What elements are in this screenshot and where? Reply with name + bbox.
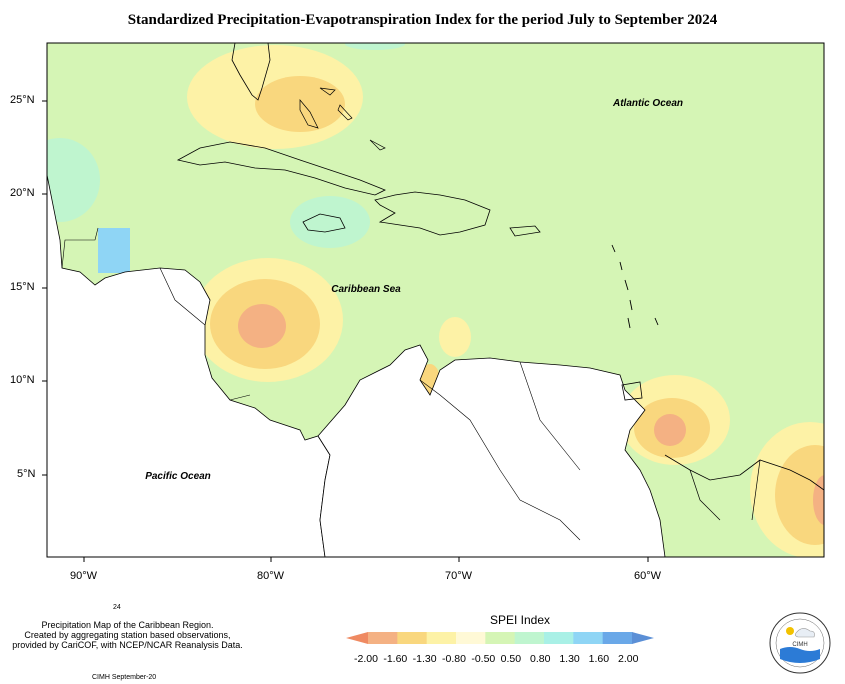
land-bahamas-island-2	[337, 104, 353, 121]
legend-title: SPEI Index	[489, 613, 551, 627]
dry-area-guyana-core	[654, 414, 686, 446]
map-frame	[46, 42, 825, 558]
land-puerto-rico	[509, 225, 541, 237]
label-atlantic-ocean: Atlantic Ocean	[612, 98, 683, 109]
legend-swatch	[544, 632, 574, 644]
legend-swatch	[602, 632, 633, 644]
lon-label-60w: 60°W	[634, 570, 662, 582]
lat-label-20n: 20°N	[10, 187, 35, 199]
legend-high-triangle	[632, 632, 654, 644]
legend-colorbar	[346, 632, 654, 644]
lon-ticks	[83, 557, 649, 562]
legend-tick-label: 1.60	[588, 653, 610, 665]
land-hispaniola	[374, 191, 491, 236]
land-lesser-antilles	[611, 244, 659, 329]
lon-label-90w: 90°W	[70, 570, 98, 582]
note-line-3: provided by CariCOF, with NCEP/NCAR Rean…	[12, 640, 243, 650]
legend-tick-label: -1.60	[383, 653, 408, 665]
land-guianas-coast	[664, 454, 824, 491]
dry-area-abc	[439, 317, 471, 357]
land-trinidad	[621, 381, 643, 401]
logo-text: CIMH	[792, 642, 807, 648]
land-south-america	[317, 344, 666, 557]
wet-area-belize	[98, 228, 130, 273]
legend-swatch	[368, 632, 398, 644]
border-guianas	[689, 459, 761, 521]
label-pacific-ocean: Pacific Ocean	[145, 471, 211, 482]
credit-text: CIMH September-20	[92, 674, 157, 681]
dry-area-nicaragua-core	[238, 304, 286, 348]
legend-tick-label: -0.80	[442, 653, 466, 665]
legend-low-triangle	[346, 632, 368, 644]
land-florida	[231, 43, 271, 101]
legend-tick-label: 0.80	[530, 653, 551, 665]
legend-swatch	[573, 632, 604, 644]
legend-tick-label: -1.30	[412, 653, 437, 665]
note-line-1: Precipitation Map of the Caribbean Regio…	[41, 620, 214, 630]
border-south-america	[419, 361, 581, 541]
legend-swatch	[485, 632, 516, 644]
lat-label-5n: 5°N	[17, 468, 36, 480]
cimh-logo: CIMH	[769, 612, 831, 674]
dry-area-guiana-core	[813, 475, 824, 525]
wet-area-west	[47, 138, 100, 222]
lon-label-80w: 80°W	[257, 570, 285, 582]
wet-area-jamaica	[290, 196, 370, 248]
legend-tick-label: -2.00	[354, 653, 378, 665]
dry-area-guiana-mid	[775, 445, 824, 545]
legend-swatch	[456, 632, 486, 644]
legend-swatch	[397, 632, 428, 644]
legend-swatch	[514, 632, 545, 644]
lon-label-70w: 70°W	[445, 570, 473, 582]
land-bahamas-island-1	[319, 87, 336, 96]
land-jamaica	[302, 213, 346, 233]
lat-label-25n: 25°N	[10, 94, 35, 106]
map-notes: Precipitation Map of the Caribbean Regio…	[10, 620, 245, 650]
land-bahamas-island-3	[369, 139, 386, 151]
lat-label-10n: 10°N	[10, 374, 35, 386]
lat-ticks	[42, 100, 47, 476]
label-caribbean-sea: Caribbean Sea	[331, 284, 401, 295]
land-andros	[299, 99, 319, 129]
wet-area-north	[345, 43, 405, 50]
legend-tick-label: 0.50	[500, 653, 522, 665]
land-cuba	[176, 141, 386, 196]
page-number: 24	[113, 604, 121, 611]
map-title: Standardized Precipitation-Evapotranspir…	[127, 12, 718, 28]
legend-tick-label: 1.30	[559, 653, 580, 665]
legend-tick-label: -0.50	[471, 653, 496, 665]
legend-tick-label: 2.00	[618, 653, 639, 665]
border-central-america	[61, 227, 251, 401]
note-line-2: Created by aggregating station based obs…	[24, 630, 231, 640]
lat-label-15n: 15°N	[10, 281, 35, 293]
legend-swatch	[426, 632, 457, 644]
